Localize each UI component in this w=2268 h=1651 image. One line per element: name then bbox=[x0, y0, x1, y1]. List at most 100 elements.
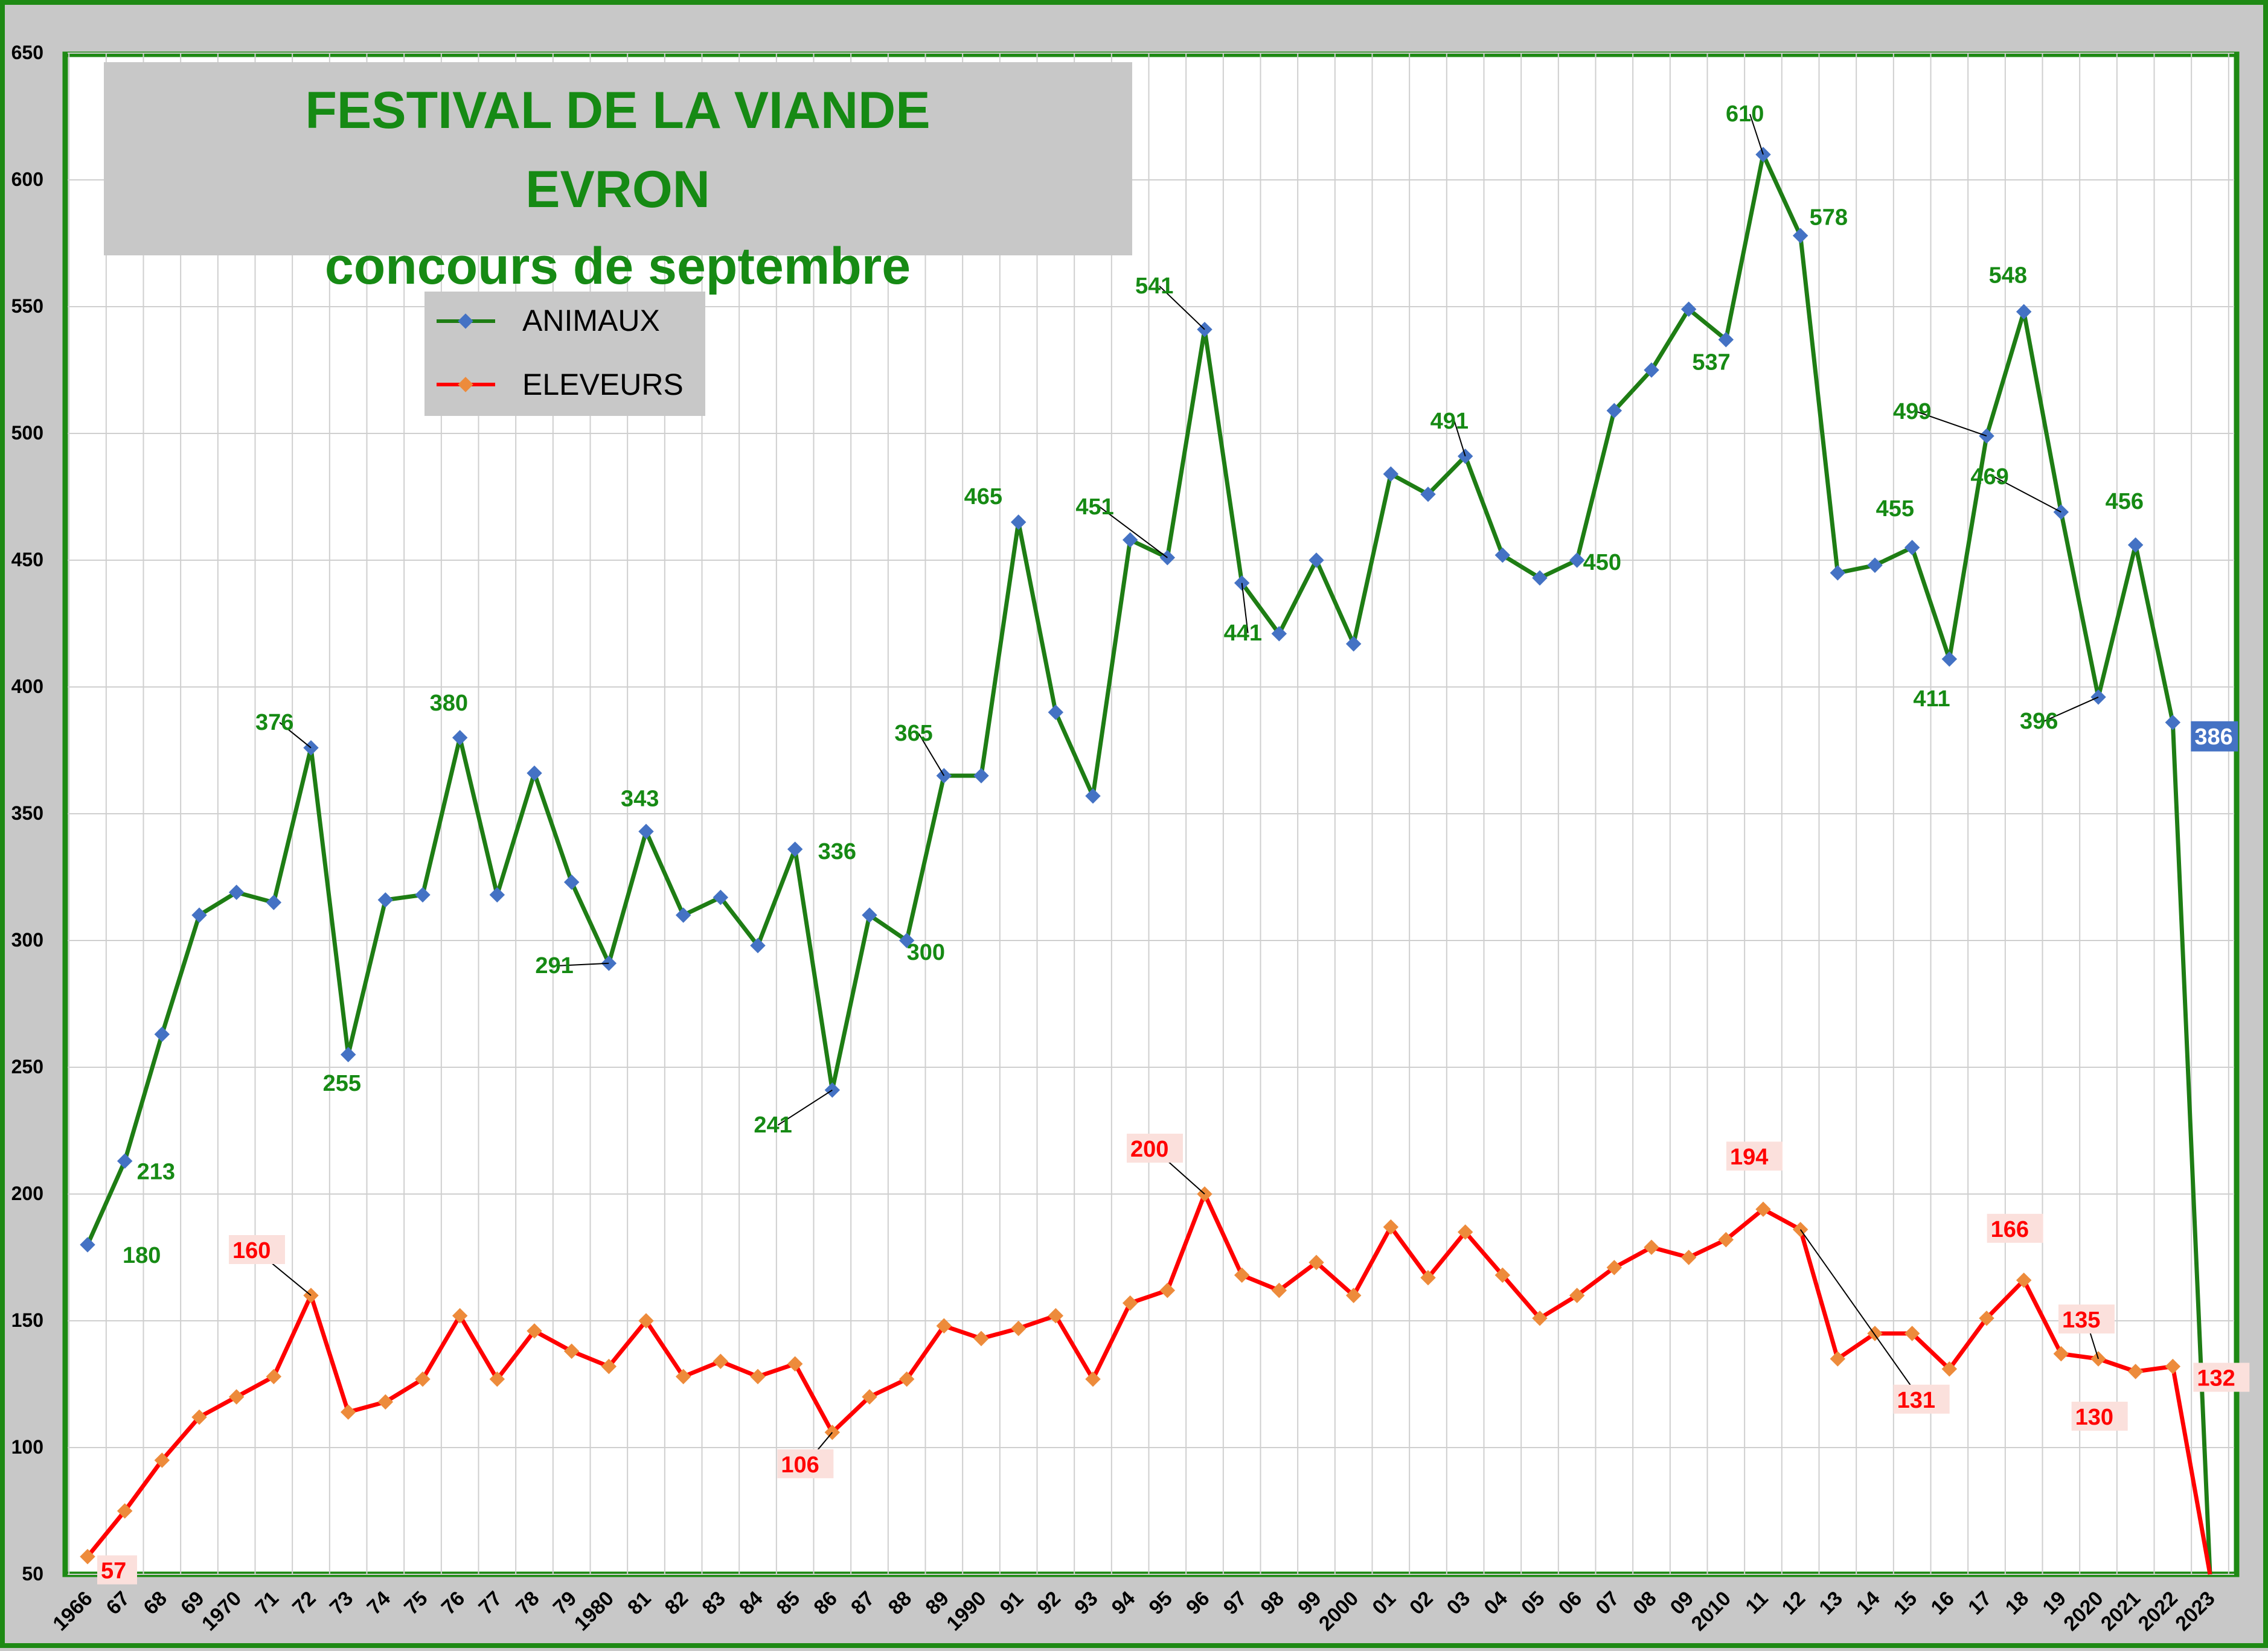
data-label: 57 bbox=[101, 1559, 126, 1584]
data-label: 456 bbox=[2106, 489, 2144, 514]
data-label: 131 bbox=[1897, 1388, 1935, 1413]
data-label-bg bbox=[2193, 1362, 2250, 1392]
data-point bbox=[1532, 1311, 1548, 1326]
data-label: 537 bbox=[1692, 350, 1730, 375]
data-labels: 180 213 376 255 380 291 343 336 241 300 365 465 451 5… bbox=[97, 101, 2250, 1585]
data-label: 132 bbox=[2197, 1366, 2235, 1391]
leader-line bbox=[1917, 411, 1987, 437]
data-label: 380 bbox=[430, 691, 468, 716]
data-label-bg bbox=[1127, 1134, 1183, 1163]
y-tick-label: 200 bbox=[11, 1183, 43, 1204]
data-point bbox=[1234, 1267, 1250, 1283]
data-label: 451 bbox=[1075, 494, 1113, 520]
title-block: FESTIVAL DE LA VIANDE EVRON concours de … bbox=[104, 62, 1132, 295]
data-label: 200 bbox=[1130, 1137, 1168, 1162]
leader-line bbox=[777, 1089, 833, 1126]
data-label: 610 bbox=[1726, 101, 1764, 127]
data-point bbox=[1494, 1267, 1511, 1283]
data-label-bg bbox=[777, 1449, 834, 1478]
data-label: 160 bbox=[232, 1238, 271, 1263]
data-point bbox=[2016, 1273, 2032, 1288]
leader-line bbox=[1799, 1229, 1922, 1401]
data-label: 291 bbox=[535, 953, 573, 979]
data-point bbox=[1644, 1239, 1659, 1255]
data-label: 130 bbox=[2075, 1405, 2113, 1430]
legend-box bbox=[424, 292, 705, 416]
series-line-animaux bbox=[85, 152, 2212, 1575]
y-tick-label: 100 bbox=[11, 1436, 43, 1458]
data-label: 300 bbox=[907, 940, 945, 965]
data-point bbox=[2165, 1358, 2181, 1375]
data-label: 241 bbox=[754, 1113, 792, 1138]
y-tick-label: 650 bbox=[11, 42, 43, 63]
legend-marker-animaux bbox=[458, 313, 473, 329]
data-label: 135 bbox=[2062, 1308, 2100, 1333]
data-label-bg bbox=[1987, 1213, 2043, 1243]
chart-title-line-2: EVRON bbox=[525, 161, 710, 219]
data-point bbox=[1234, 575, 1250, 591]
leader-line bbox=[918, 733, 945, 776]
leader-line bbox=[1994, 476, 2061, 513]
data-label-bg bbox=[97, 1555, 137, 1585]
data-label: 396 bbox=[2020, 709, 2058, 734]
data-point bbox=[2127, 1364, 2144, 1379]
y-tick-label: 250 bbox=[11, 1056, 43, 1078]
legend-label-animaux: ANIMAUX bbox=[522, 304, 660, 337]
legend-marker-eleveurs bbox=[458, 377, 473, 392]
data-label: 336 bbox=[818, 839, 856, 864]
data-label-bg bbox=[1893, 1384, 1950, 1414]
leader-line bbox=[559, 962, 609, 966]
data-label: 450 bbox=[1583, 550, 1621, 575]
series-line-eleveurs bbox=[86, 1192, 2212, 1575]
y-tick-label: 450 bbox=[11, 549, 43, 570]
data-point bbox=[1718, 1231, 1734, 1248]
data-label: 578 bbox=[1810, 205, 1848, 230]
data-label: 411 bbox=[1913, 686, 1950, 712]
leader-line bbox=[1241, 583, 1249, 633]
data-point bbox=[1606, 1260, 1623, 1276]
chart-title-line-1: FESTIVAL DE LA VIANDE bbox=[305, 81, 930, 139]
data-label-bg bbox=[2191, 721, 2238, 752]
data-label: 491 bbox=[1430, 409, 1469, 434]
data-label: 166 bbox=[1991, 1217, 2029, 1242]
chart-subtitle: concours de septembre bbox=[325, 237, 911, 295]
leader-line bbox=[1099, 506, 1168, 558]
y-tick-label: 400 bbox=[11, 675, 43, 697]
leader-line bbox=[279, 722, 312, 749]
y-tick-label: 300 bbox=[11, 929, 43, 951]
data-label: 499 bbox=[1893, 399, 1931, 424]
data-label: 386 bbox=[2194, 724, 2232, 750]
y-tick-label: 150 bbox=[11, 1309, 43, 1331]
data-point bbox=[2053, 1346, 2069, 1362]
data-point bbox=[1420, 1269, 1436, 1286]
data-label-bg bbox=[229, 1235, 285, 1264]
data-label: 106 bbox=[781, 1452, 819, 1478]
leader-line bbox=[2043, 696, 2099, 722]
data-point bbox=[1309, 1254, 1324, 1271]
legend-label-eleveurs: ELEVEURS bbox=[522, 368, 684, 401]
data-label: 548 bbox=[1989, 263, 2027, 288]
data-label: 441 bbox=[1224, 621, 1262, 646]
data-label: 465 bbox=[964, 484, 1002, 509]
data-label-bg bbox=[2058, 1305, 2115, 1333]
data-label-bg bbox=[2071, 1402, 2128, 1431]
data-label: 541 bbox=[1135, 273, 1173, 299]
data-point bbox=[1569, 1288, 1585, 1303]
y-tick-label: 50 bbox=[22, 1563, 43, 1585]
data-label: 343 bbox=[621, 786, 659, 811]
y-tick-label: 500 bbox=[11, 422, 43, 444]
data-point bbox=[1830, 1351, 1846, 1367]
data-label: 455 bbox=[1876, 496, 1914, 522]
data-label: 376 bbox=[255, 710, 293, 735]
leader-line bbox=[1159, 286, 1205, 330]
data-label: 213 bbox=[137, 1159, 175, 1184]
data-label: 469 bbox=[1970, 464, 2008, 490]
data-label: 365 bbox=[894, 721, 932, 746]
data-point bbox=[1979, 1311, 1994, 1326]
title-box bbox=[104, 62, 1132, 255]
data-point bbox=[1345, 1288, 1362, 1303]
data-point bbox=[1941, 1361, 1958, 1377]
